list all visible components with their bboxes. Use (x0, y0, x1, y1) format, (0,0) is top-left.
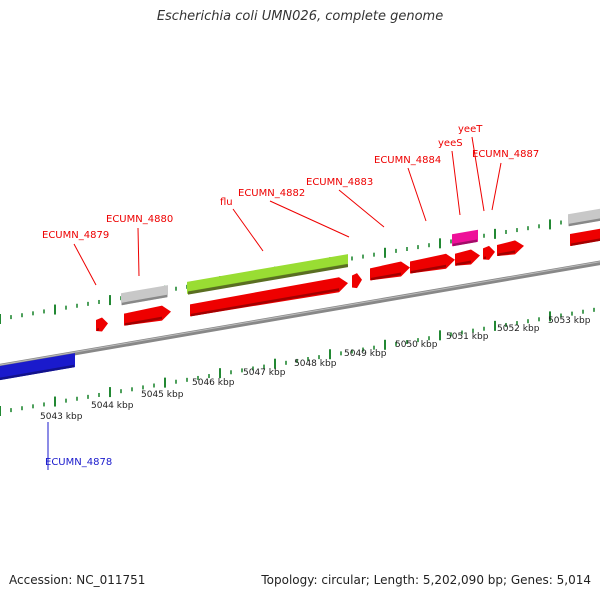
gene-leader-line (338, 189, 385, 228)
gene-label: yeeT (458, 124, 483, 135)
feature-edge-forward-shade (571, 238, 600, 246)
gene-label: ECUMN_4884 (374, 155, 441, 166)
scale-labels: 5043 kbp 5044 kbp 5045 kbp 5046 kbp 5047 kbp… (40, 316, 591, 422)
gene-leader-line (232, 208, 264, 252)
feature-ecumn-4883 (370, 261, 410, 281)
feature-ecumn-4884-shade (411, 264, 446, 274)
gene-leader-line (137, 227, 140, 277)
gene-label: ECUMN_4879 (42, 230, 109, 241)
gene-label: flu (220, 197, 233, 208)
feature-ecumn-4879 (96, 317, 108, 332)
scale-label: 5051 kbp (446, 332, 489, 342)
feature-flu-upper-dark (188, 264, 348, 295)
gene-label: yeeS (438, 138, 463, 149)
scale-label: 5049 kbp (344, 349, 387, 359)
scale-label: 5048 kbp (294, 359, 337, 369)
gene-leader-line (269, 200, 350, 238)
feature-ecumn-4880-shade (125, 316, 162, 326)
gene-label: ECUMN_4883 (306, 177, 373, 188)
backbone-line (0, 260, 600, 369)
feature-yeet (483, 245, 495, 260)
scale-label: 5044 kbp (91, 401, 134, 411)
feature-flu-shade (191, 288, 339, 317)
feature-yees-shade (456, 260, 471, 266)
backbone-highlight (0, 261, 600, 366)
scale-label: 5043 kbp (40, 412, 83, 422)
gene-label: ECUMN_4887 (472, 149, 539, 160)
genome-title: Escherichia coli UMN026, complete genome (156, 9, 444, 24)
feature-ecumn-4883-shade (371, 272, 401, 281)
feature-ecumn-4887-shade (498, 250, 515, 257)
feature-ecumn-4887 (497, 240, 524, 257)
feature-ecumn-4884 (410, 253, 455, 274)
feature-edge-grey-shade (569, 218, 600, 227)
scale-label: 5045 kbp (141, 390, 184, 400)
gene-leader-line (491, 162, 502, 211)
scale-label: 5047 kbp (243, 368, 286, 378)
scale-label: 5046 kbp (192, 378, 235, 388)
feature-flu-upper (187, 254, 348, 294)
gene-label: ECUMN_4880 (106, 214, 173, 225)
accession-text: Accession: NC_011751 (9, 573, 146, 587)
gene-leader-line (471, 136, 485, 212)
feature-flu (190, 277, 348, 317)
gene-leader-line (73, 243, 97, 286)
gene-labels: ECUMN_4878 ECUMN_4879 ECUMN_4880 flu ECUMN_4… (42, 124, 539, 470)
genome-backbone (0, 260, 600, 369)
feature-magenta-shade (453, 239, 477, 247)
feature-ecumn-4880 (124, 305, 171, 326)
genome-stats-text: Topology: circular; Length: 5,202,090 bp… (261, 573, 591, 587)
gene-features (0, 208, 600, 381)
scale-label: 5053 kbp (548, 316, 591, 326)
feature-ecumn-4878 (0, 353, 75, 381)
feature-ecumn-4882 (352, 273, 362, 289)
feature-yees (455, 249, 480, 266)
feature-grey-pseudo (121, 285, 168, 306)
scale-label: 5052 kbp (497, 324, 540, 334)
feature-grey-pseudo-shade (122, 294, 167, 306)
scale-label: 5050 kbp (395, 340, 438, 350)
gene-leader-line (407, 167, 427, 222)
gene-leader-line (451, 150, 461, 216)
gene-label: ECUMN_4882 (238, 188, 305, 199)
feature-yeet-shade (484, 256, 486, 260)
feature-ecumn-4878-shade (0, 364, 74, 381)
feature-ecumn-4879-shade (97, 327, 99, 331)
gene-label: ECUMN_4878 (45, 457, 112, 468)
